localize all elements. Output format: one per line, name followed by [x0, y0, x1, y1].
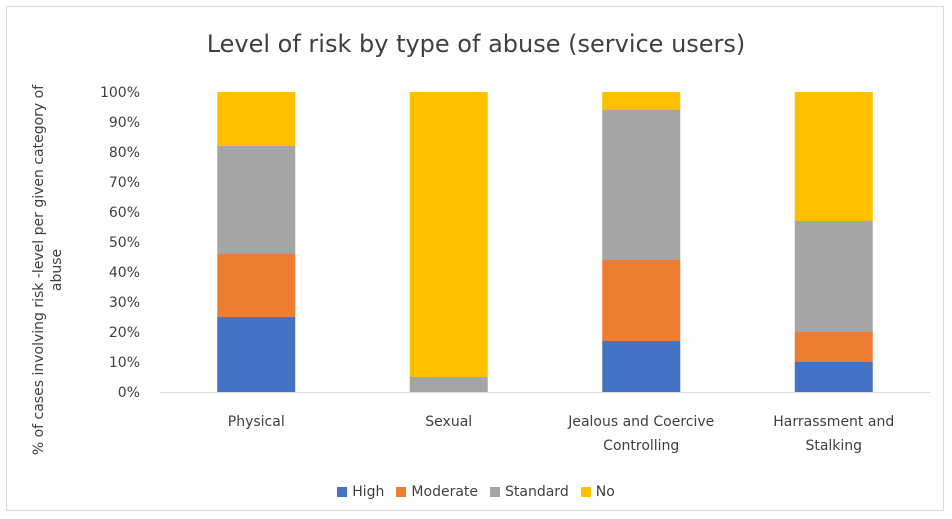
legend-label: Standard — [505, 484, 569, 500]
y-tick-label: 100% — [100, 85, 140, 101]
bar-segment-standard — [602, 110, 681, 260]
y-tick-label: 60% — [109, 205, 140, 221]
bar-segment-no — [217, 92, 296, 146]
legend: High Moderate Standard No — [0, 484, 952, 500]
legend-label: High — [352, 484, 385, 500]
y-tick-label: 0% — [118, 385, 140, 401]
bar-segment-standard — [409, 377, 488, 392]
legend-item: High — [337, 484, 384, 500]
y-tick-label: 30% — [109, 295, 140, 311]
bar-segment-no — [409, 92, 488, 377]
y-tick-label: 10% — [109, 355, 140, 371]
x-tick-label: Controlling — [603, 438, 679, 454]
legend-label: Moderate — [411, 484, 479, 500]
legend-label: No — [595, 484, 615, 500]
bar-segment-high — [217, 317, 296, 392]
bar-segment-moderate — [217, 254, 296, 317]
bar-segment-high — [794, 362, 873, 392]
y-tick-label: 90% — [109, 115, 140, 131]
legend-item: No — [580, 484, 615, 500]
bar-segment-standard — [794, 221, 873, 332]
x-tick-label: Harrassment and — [773, 414, 894, 430]
x-tick-label: Sexual — [425, 414, 472, 430]
x-tick-label: Jealous and Coercive — [567, 414, 714, 430]
y-tick-label: 40% — [109, 265, 140, 281]
legend-swatch — [580, 487, 591, 497]
bar-segment-standard — [217, 146, 296, 254]
x-tick-label: Stalking — [805, 438, 862, 454]
legend-swatch — [396, 487, 407, 497]
bar-segment-no — [602, 92, 681, 110]
legend-item: Standard — [490, 484, 569, 500]
chart-title: Level of risk by type of abuse (service … — [206, 30, 746, 58]
y-tick-label: 20% — [109, 325, 140, 341]
legend-swatch — [337, 487, 348, 497]
bar-segment-moderate — [602, 260, 681, 341]
y-tick-label: 80% — [109, 145, 140, 161]
bar-segment-high — [602, 341, 681, 392]
y-tick-label: 70% — [109, 175, 140, 191]
legend-item: Moderate — [396, 484, 478, 500]
y-tick-label: 50% — [109, 235, 140, 251]
bar-segment-no — [794, 92, 873, 221]
legend-swatch — [490, 487, 501, 497]
bar-segment-moderate — [794, 332, 873, 362]
x-tick-label: Physical — [228, 414, 285, 430]
